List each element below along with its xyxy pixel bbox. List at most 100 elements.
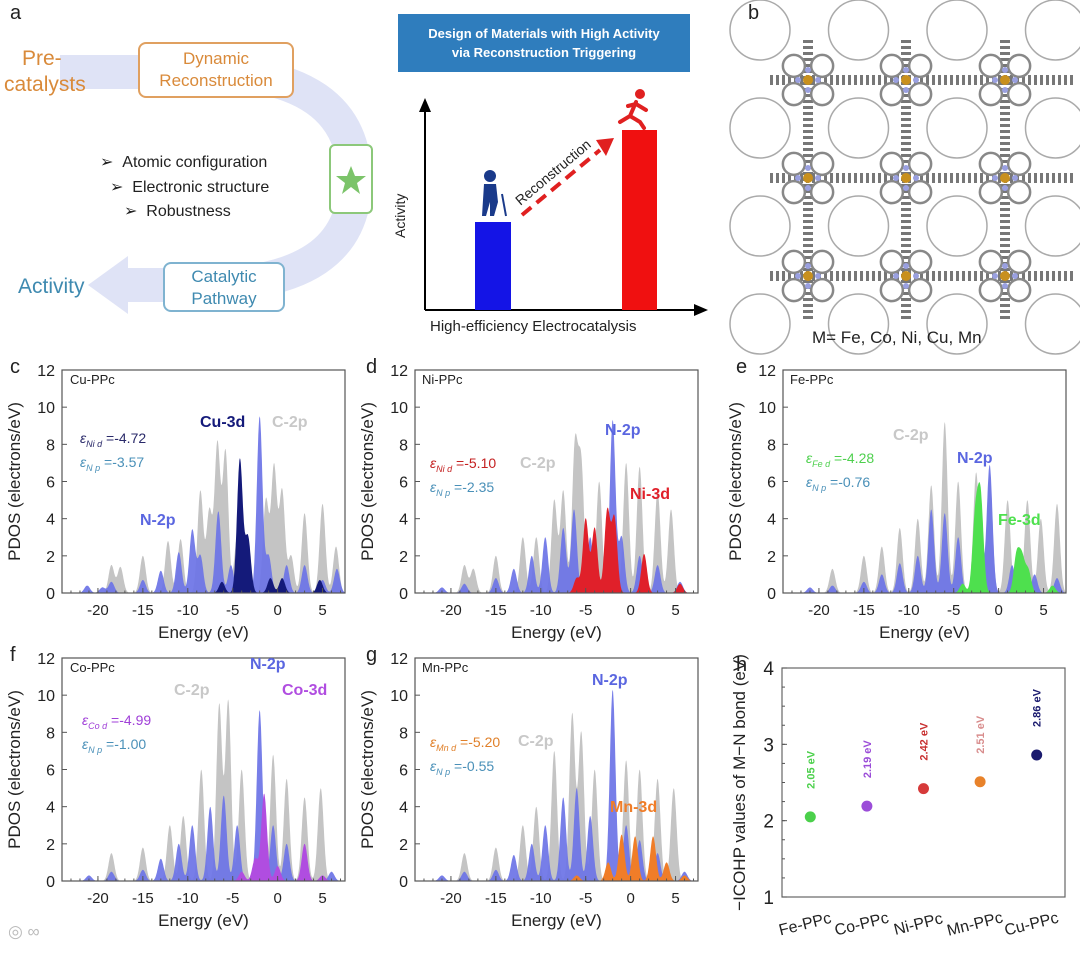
y-tick-label: 2 — [399, 549, 408, 566]
banner-line1: Design of Materials with High Activity — [428, 26, 660, 41]
y-axis-label: PDOS (electrons/eV) — [726, 402, 745, 561]
pyrrole-ring — [781, 53, 807, 79]
y-tick-label: 4 — [46, 512, 55, 529]
x-tick-label: 0 — [626, 890, 634, 907]
pyrrole-ring — [907, 179, 933, 205]
epsilon-value: =-5.20 — [456, 734, 501, 750]
y-tick-label: 10 — [390, 688, 408, 705]
series-label-n-2p: N-2p — [957, 450, 993, 467]
panel-letter-d: d — [366, 356, 378, 378]
epsilon-symbol: ε — [80, 454, 87, 470]
series-label-c-2p: C-2p — [893, 427, 929, 444]
epsilon-symbol: ε — [430, 455, 437, 471]
pyrrole-ring — [809, 53, 835, 79]
data-point — [918, 783, 929, 795]
metal-atom — [803, 271, 813, 281]
series-label-c-2p: C-2p — [518, 733, 554, 750]
pdos-area-c-2p — [62, 440, 345, 593]
x-tick-label: -5 — [226, 890, 239, 907]
pyrrole-ring — [978, 277, 1004, 303]
y-tick-label: 2 — [767, 549, 776, 566]
epsilon-value: =-4.99 — [107, 712, 152, 728]
d-band-center-label: εN p =-2.35 — [430, 479, 494, 498]
watermark: ◎ ∞ — [8, 922, 40, 941]
nitrogen-atom — [913, 273, 919, 279]
y-tick-label: 4 — [767, 512, 776, 529]
pyrrole-ring — [809, 151, 835, 177]
y-axis-label: PDOS (electrons/eV) — [5, 402, 24, 561]
pyrrole-ring — [1006, 179, 1032, 205]
metal-atom — [901, 75, 911, 85]
nitrogen-atom — [992, 77, 998, 83]
metal-caption: M= Fe, Co, Ni, Cu, Mn — [812, 328, 982, 347]
pore — [827, 97, 890, 159]
series-label-ni-3d: Ni-3d — [630, 486, 670, 503]
pyrrole-ring — [978, 53, 1004, 79]
y-tick-label: 8 — [46, 725, 55, 742]
epsilon-subscript: Ni d — [86, 438, 103, 449]
head — [484, 170, 496, 182]
pdos-area-c-2p — [415, 433, 698, 593]
data-point — [974, 776, 986, 788]
value-label: 2.42 eV — [919, 722, 931, 761]
y-tick-label: 0 — [399, 874, 408, 891]
y-tick-label: 4 — [46, 800, 55, 817]
pyrrole-ring — [978, 179, 1004, 205]
x-tick-label: -10 — [530, 890, 552, 907]
pyrrole-ring — [1006, 151, 1032, 177]
pore — [729, 97, 791, 159]
x-tick-label: -15 — [132, 890, 154, 907]
panel-letter-g: g — [366, 644, 378, 666]
low-activity-bar — [475, 222, 511, 310]
metal-atom — [1000, 173, 1010, 183]
series-label-cu-3d: Cu-3d — [200, 414, 246, 431]
x-tick-label: 5 — [318, 602, 326, 619]
nitrogen-atom — [1012, 77, 1018, 83]
y-tick-label: 12 — [390, 651, 408, 668]
y-tick-label: 0 — [46, 586, 55, 603]
epsilon-subscript: N p — [88, 744, 103, 755]
pyrrole-ring — [809, 81, 835, 107]
nitrogen-atom — [1002, 283, 1008, 289]
pore — [827, 195, 890, 257]
pore — [1024, 97, 1080, 159]
category-label: Mn-PPc — [945, 910, 1004, 940]
nitrogen-atom — [795, 77, 801, 83]
pore — [729, 195, 791, 257]
category-label: Cu-PPc — [1003, 910, 1061, 940]
x-tick-label: -15 — [853, 602, 875, 619]
y-tick-label: 4 — [399, 800, 408, 817]
d-band-center-label: εN p =-0.76 — [806, 474, 870, 493]
y-tick-label: 1 — [763, 888, 774, 909]
plot-frame — [781, 667, 1066, 898]
y-tick-label: 10 — [37, 688, 55, 705]
epsilon-subscript: Fe d — [812, 458, 831, 469]
nitrogen-atom — [893, 273, 899, 279]
y-tick-label: 6 — [46, 475, 55, 492]
pyrrole-ring — [879, 249, 905, 275]
nitrogen-atom — [903, 165, 909, 171]
pyrrole-ring — [809, 277, 835, 303]
d-band-center-label: εNi d =-5.10 — [430, 455, 496, 474]
precatalysts-line2: catalysts — [4, 73, 86, 96]
x-tick-label: -10 — [530, 602, 552, 619]
epsilon-symbol: ε — [82, 736, 89, 752]
panel-e — [782, 369, 1067, 594]
y-tick-label: 12 — [758, 363, 776, 380]
pdos-area-n-2p — [62, 710, 345, 881]
epsilon-symbol: ε — [806, 474, 813, 490]
pathway-line2: Pathway — [191, 289, 257, 308]
y-axis-label: PDOS (electrons/eV) — [5, 690, 24, 849]
x-tick-label: -20 — [440, 602, 462, 619]
panel-letter-c: c — [10, 356, 20, 378]
x-tick-label: 0 — [273, 602, 281, 619]
y-axis-label: PDOS (electrons/eV) — [358, 690, 377, 849]
bullet-3: ➢ Robustness — [124, 201, 231, 221]
d-band-center-label: εN p =-0.55 — [430, 758, 494, 777]
y-tick-label: 2 — [46, 549, 55, 566]
pore — [729, 293, 791, 355]
x-tick-label: 5 — [671, 602, 679, 619]
category-label: Fe-PPc — [777, 910, 833, 939]
high-activity-bar — [622, 130, 657, 310]
epsilon-subscript: Co d — [88, 720, 108, 731]
